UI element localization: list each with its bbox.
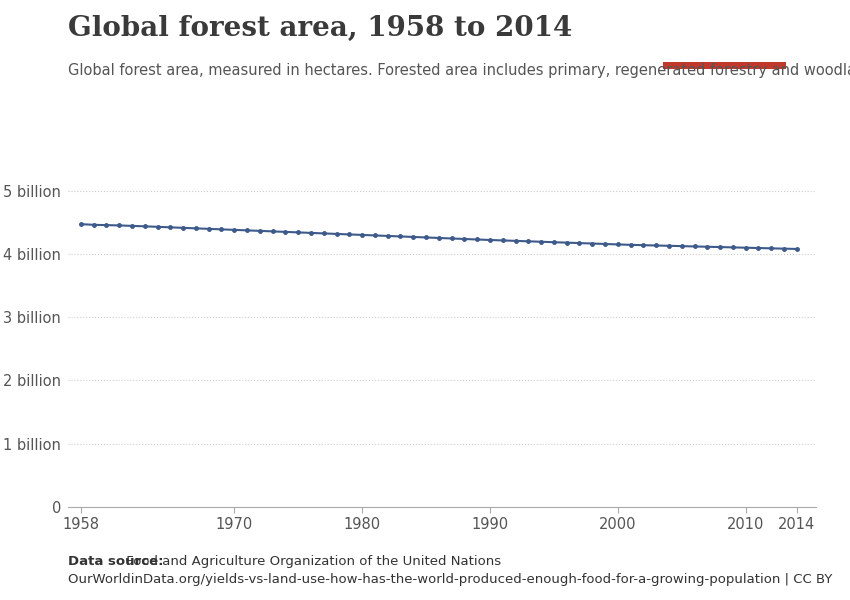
Text: Global forest area, 1958 to 2014: Global forest area, 1958 to 2014 <box>68 15 572 42</box>
Text: Food and Agriculture Organization of the United Nations: Food and Agriculture Organization of the… <box>122 555 501 568</box>
Text: Data source:: Data source: <box>68 555 163 568</box>
Bar <box>663 62 786 69</box>
Text: in Data: in Data <box>700 41 749 55</box>
Text: Global forest area, measured in hectares. Forested area includes primary, regene: Global forest area, measured in hectares… <box>68 63 850 78</box>
Text: OurWorldinData.org/yields-vs-land-use-how-has-the-world-produced-enough-food-for: OurWorldinData.org/yields-vs-land-use-ho… <box>68 573 832 586</box>
Text: Our World: Our World <box>691 24 758 37</box>
